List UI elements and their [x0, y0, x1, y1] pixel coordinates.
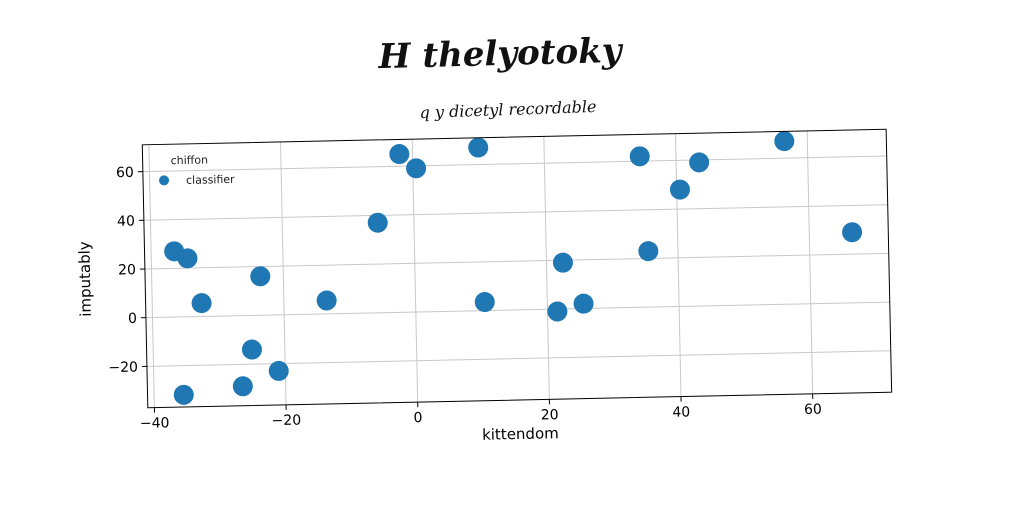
y-axis-label: imputably: [75, 241, 95, 317]
data-point: [177, 248, 198, 269]
data-point: [689, 152, 710, 173]
y-grid-line: [145, 301, 890, 319]
data-point: [250, 266, 271, 287]
data-points: [164, 131, 863, 405]
legend-title: chiffon: [170, 153, 208, 167]
y-grid-line: [142, 155, 887, 173]
x-axis-ticks: −40 −20 0 20 40 60: [140, 393, 822, 432]
data-point: [191, 293, 212, 314]
x-tick-label: 0: [413, 410, 422, 426]
y-tick-label: −20: [108, 360, 138, 377]
legend-marker: [159, 175, 170, 186]
x-tick-label: −40: [140, 415, 170, 432]
data-point: [842, 222, 863, 243]
data-point: [316, 290, 337, 311]
x-axis-label: kittendom: [482, 424, 559, 444]
x-grid-line: [543, 136, 550, 400]
x-grid-line: [411, 139, 419, 403]
data-point: [268, 360, 289, 381]
data-point: [573, 293, 594, 314]
y-axis-ticks: −20 0 20 40 60: [108, 165, 147, 377]
data-point: [241, 339, 262, 360]
data-point: [552, 252, 573, 273]
data-point: [232, 376, 253, 397]
data-point: [406, 158, 427, 179]
x-grid-line: [806, 130, 814, 394]
y-tick-label: 40: [117, 213, 135, 229]
data-point: [468, 137, 489, 158]
y-tick-label: 60: [116, 165, 134, 181]
data-point: [173, 384, 194, 405]
legend: chiffon classifier: [159, 153, 235, 187]
x-tick-label: 20: [541, 407, 559, 423]
data-point: [547, 301, 568, 322]
x-grid-line: [280, 141, 287, 405]
x-tick-label: −20: [271, 413, 301, 430]
y-grid-line: [143, 204, 888, 221]
x-tick-label: 40: [672, 404, 690, 420]
legend-entry: classifier: [186, 173, 235, 187]
data-point: [669, 179, 690, 200]
y-tick-label: 20: [118, 262, 136, 278]
data-point: [629, 146, 650, 167]
grid-lines: [142, 130, 891, 408]
data-point: [774, 131, 795, 152]
x-tick-label: 60: [804, 402, 822, 418]
data-point: [367, 212, 388, 233]
y-tick-label: 0: [128, 311, 137, 327]
data-point: [474, 292, 495, 313]
data-point: [638, 241, 659, 262]
y-grid-line: [144, 252, 889, 270]
x-grid-line: [674, 133, 682, 397]
x-grid-line: [148, 144, 155, 408]
y-grid-line: [146, 350, 891, 367]
data-point: [389, 144, 410, 165]
axes-frame: [141, 128, 893, 409]
